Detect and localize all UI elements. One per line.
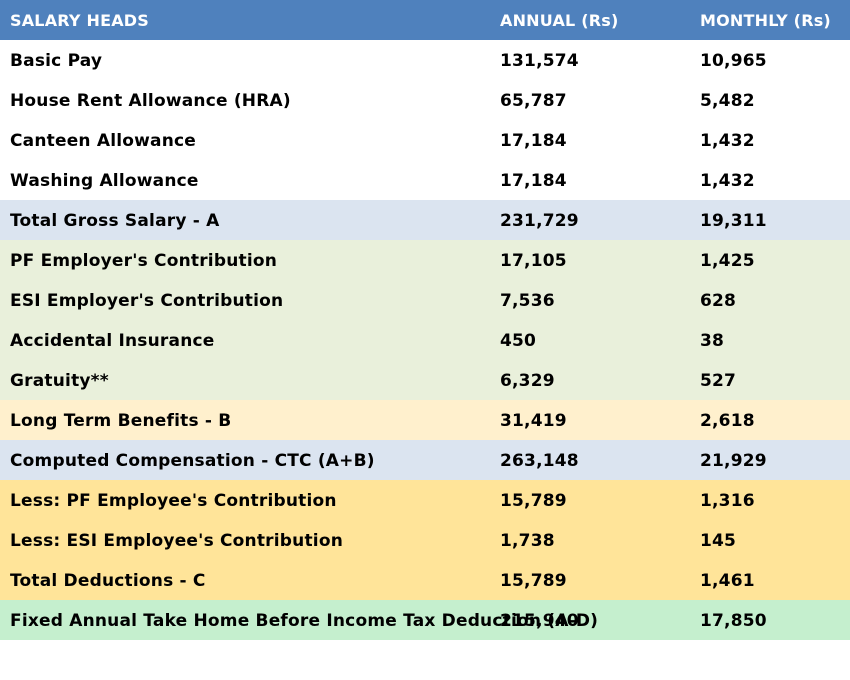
table-row-ctc: Computed Compensation - CTC (A+B) 263,14… (0, 440, 850, 480)
row-annual-value: 231,729 (500, 211, 579, 231)
row-monthly-value: 38 (700, 331, 725, 351)
row-monthly-value: 17,850 (700, 611, 767, 631)
row-annual-value: 65,787 (500, 91, 567, 111)
table-row-basic-pay: Basic Pay 131,574 10,965 (0, 40, 850, 80)
table-row-washing-allowance: Washing Allowance 17,184 1,432 (0, 160, 850, 200)
row-annual-value: 31,419 (500, 411, 567, 431)
row-monthly-value: 1,432 (700, 171, 755, 191)
row-annual-value: 15,789 (500, 491, 567, 511)
table-row-canteen-allowance: Canteen Allowance 17,184 1,432 (0, 120, 850, 160)
row-label: Total Deductions - C (10, 571, 206, 591)
row-monthly-value: 145 (700, 531, 737, 551)
row-label: Total Gross Salary - A (10, 211, 220, 231)
row-label: Washing Allowance (10, 171, 199, 191)
row-label: Canteen Allowance (10, 131, 197, 151)
row-label: Gratuity** (10, 371, 109, 391)
row-annual-value: 131,574 (500, 51, 579, 71)
row-annual-value: 6,329 (500, 371, 555, 391)
table-row-long-term-benefits: Long Term Benefits - B 31,419 2,618 (0, 400, 850, 440)
row-annual-value: 17,184 (500, 171, 567, 191)
table-row-accidental-insurance: Accidental Insurance 450 38 (0, 320, 850, 360)
table-row-take-home: Fixed Annual Take Home Before Income Tax… (0, 600, 850, 640)
row-label: Basic Pay (10, 51, 103, 71)
row-label: Computed Compensation - CTC (A+B) (10, 451, 375, 471)
table-row-hra: House Rent Allowance (HRA) 65,787 5,482 (0, 80, 850, 120)
row-label: Long Term Benefits - B (10, 411, 232, 431)
row-annual-value: 215,940 (500, 611, 579, 631)
table-row-esi-employer: ESI Employer's Contribution 7,536 628 (0, 280, 850, 320)
row-label: Less: PF Employee's Contribution (10, 491, 337, 511)
row-annual-value: 1,738 (500, 531, 555, 551)
column-header-monthly: MONTHLY (Rs) (700, 11, 831, 30)
row-annual-value: 263,148 (500, 451, 579, 471)
row-label: ESI Employer's Contribution (10, 291, 284, 311)
row-monthly-value: 527 (700, 371, 737, 391)
row-monthly-value: 19,311 (700, 211, 767, 231)
row-annual-value: 450 (500, 331, 537, 351)
table-row-esi-employee: Less: ESI Employee's Contribution 1,738 … (0, 520, 850, 560)
row-annual-value: 17,105 (500, 251, 567, 271)
row-monthly-value: 1,316 (700, 491, 755, 511)
row-annual-value: 7,536 (500, 291, 555, 311)
row-monthly-value: 628 (700, 291, 737, 311)
row-monthly-value: 21,929 (700, 451, 767, 471)
table-row-total-deductions: Total Deductions - C 15,789 1,461 (0, 560, 850, 600)
column-header-salary-heads: SALARY HEADS (10, 11, 149, 30)
row-annual-value: 17,184 (500, 131, 567, 151)
row-annual-value: 15,789 (500, 571, 567, 591)
table-row-gratuity: Gratuity** 6,329 527 (0, 360, 850, 400)
row-monthly-value: 1,461 (700, 571, 755, 591)
row-monthly-value: 1,432 (700, 131, 755, 151)
row-monthly-value: 5,482 (700, 91, 755, 111)
table-header-row: SALARY HEADS ANNUAL (Rs) MONTHLY (Rs) (0, 0, 850, 40)
table-row-pf-employer: PF Employer's Contribution 17,105 1,425 (0, 240, 850, 280)
row-monthly-value: 10,965 (700, 51, 767, 71)
row-label: Less: ESI Employee's Contribution (10, 531, 344, 551)
salary-table: SALARY HEADS ANNUAL (Rs) MONTHLY (Rs) Ba… (0, 0, 850, 640)
row-label: Accidental Insurance (10, 331, 215, 351)
row-monthly-value: 2,618 (700, 411, 755, 431)
table-row-total-gross-salary: Total Gross Salary - A 231,729 19,311 (0, 200, 850, 240)
table-row-pf-employee: Less: PF Employee's Contribution 15,789 … (0, 480, 850, 520)
row-monthly-value: 1,425 (700, 251, 755, 271)
column-header-annual: ANNUAL (Rs) (500, 11, 619, 30)
row-label: Fixed Annual Take Home Before Income Tax… (10, 611, 599, 631)
row-label: PF Employer's Contribution (10, 251, 278, 271)
row-label: House Rent Allowance (HRA) (10, 91, 291, 111)
